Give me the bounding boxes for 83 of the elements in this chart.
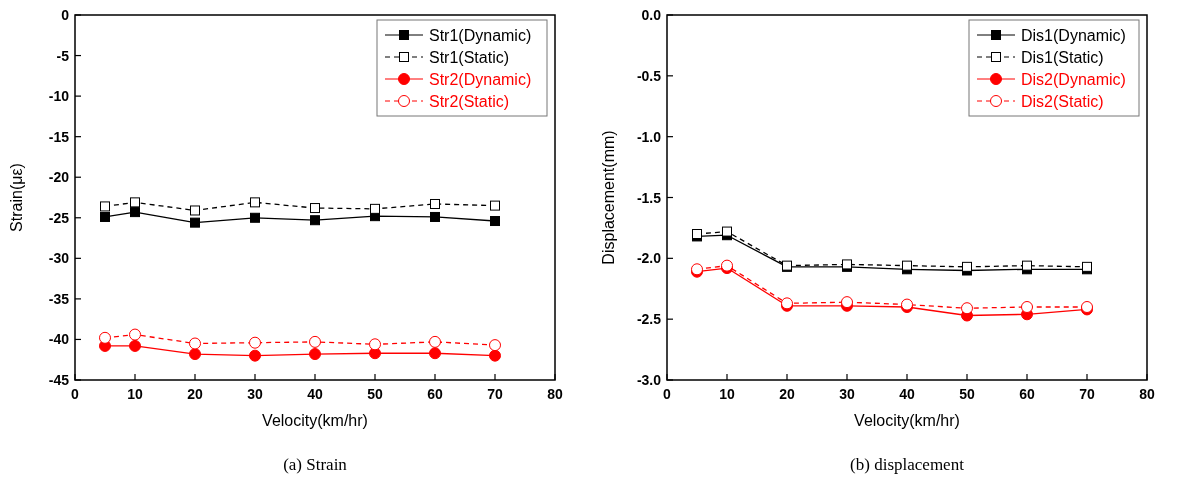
point [489,349,501,362]
point [1022,260,1032,271]
y-tick-label: -35 [48,290,70,307]
legend-label: Str1(Static) [429,49,510,66]
point [961,302,973,315]
point [490,216,500,227]
point [189,348,201,361]
legend-label: Dis2(Static) [1021,93,1104,110]
x-tick-label: 30 [247,386,263,402]
x-tick-label: 70 [1079,386,1095,402]
point [429,347,441,360]
y-tick-label: -0.5 [636,67,662,84]
point [309,348,321,361]
y-tick-label: -2.5 [636,311,662,328]
text: (b) displacement [850,455,965,474]
point [189,337,201,350]
y-axis-title: Strain(με) [8,163,25,232]
x-tick-label: 50 [367,386,383,402]
x-tick-label: 50 [959,386,975,402]
point [250,197,260,208]
point [99,331,111,344]
point [100,201,110,212]
point [129,328,141,341]
y-tick-label: -2.0 [636,250,662,267]
legend-label: Str2(Dynamic) [429,71,532,88]
point [310,203,320,214]
x-tick-label: 70 [487,386,503,402]
point [490,200,500,211]
point [370,203,380,214]
point [130,207,140,218]
point [902,260,912,271]
point [310,215,320,226]
y-tick-label: -20 [48,169,70,186]
point [489,339,501,352]
x-tick-label: 40 [307,386,323,402]
legend-label: Dis2(Dynamic) [1021,71,1126,88]
legend-label: Dis1(Dynamic) [1021,27,1126,44]
x-tick-label: 20 [779,386,795,402]
point [962,261,972,272]
y-tick-label: -30 [48,250,70,267]
point [309,335,321,348]
legend-label: Str2(Static) [429,93,510,110]
point [100,211,110,222]
x-tick-label: 20 [187,386,203,402]
point [369,338,381,351]
y-tick-label: 0.0 [641,7,662,23]
y-tick-label: -3.0 [636,372,662,388]
text: (a) Strain [283,455,348,474]
x-axis-title: Velocity(km/hr) [262,412,368,429]
y-tick-label: -40 [48,331,70,348]
x-tick-label: 30 [839,386,855,402]
point [429,335,441,348]
y-axis-title: Displacement(mm) [600,130,617,265]
x-tick-label: 0 [71,386,80,402]
y-tick-label: -1.5 [636,189,662,206]
y-tick-label: -1.0 [636,128,662,145]
point [430,211,440,222]
point [249,349,261,362]
y-tick-label: -5 [56,47,70,64]
x-tick-label: 80 [1139,386,1155,402]
x-tick-label: 10 [127,386,143,402]
point [190,205,200,216]
point [722,226,732,237]
x-tick-label: 10 [719,386,735,402]
x-axis-title: Velocity(km/hr) [854,412,960,429]
legend-label: Dis1(Static) [1021,49,1104,66]
point [130,197,140,208]
y-tick-label: 0 [61,7,70,23]
y-tick-label: -15 [48,128,70,145]
point [129,339,141,352]
point [250,212,260,223]
y-tick-label: -45 [48,372,70,388]
point [1021,301,1033,313]
y-tick-label: -25 [48,209,70,226]
x-tick-label: 60 [1019,386,1035,402]
x-tick-label: 80 [547,386,563,402]
x-tick-label: 40 [899,386,915,402]
point [190,217,200,228]
legend-label: Str1(Dynamic) [429,27,532,44]
x-tick-label: 0 [663,386,672,402]
point [249,336,261,349]
x-tick-label: 60 [427,386,443,402]
y-tick-label: -10 [48,88,70,105]
